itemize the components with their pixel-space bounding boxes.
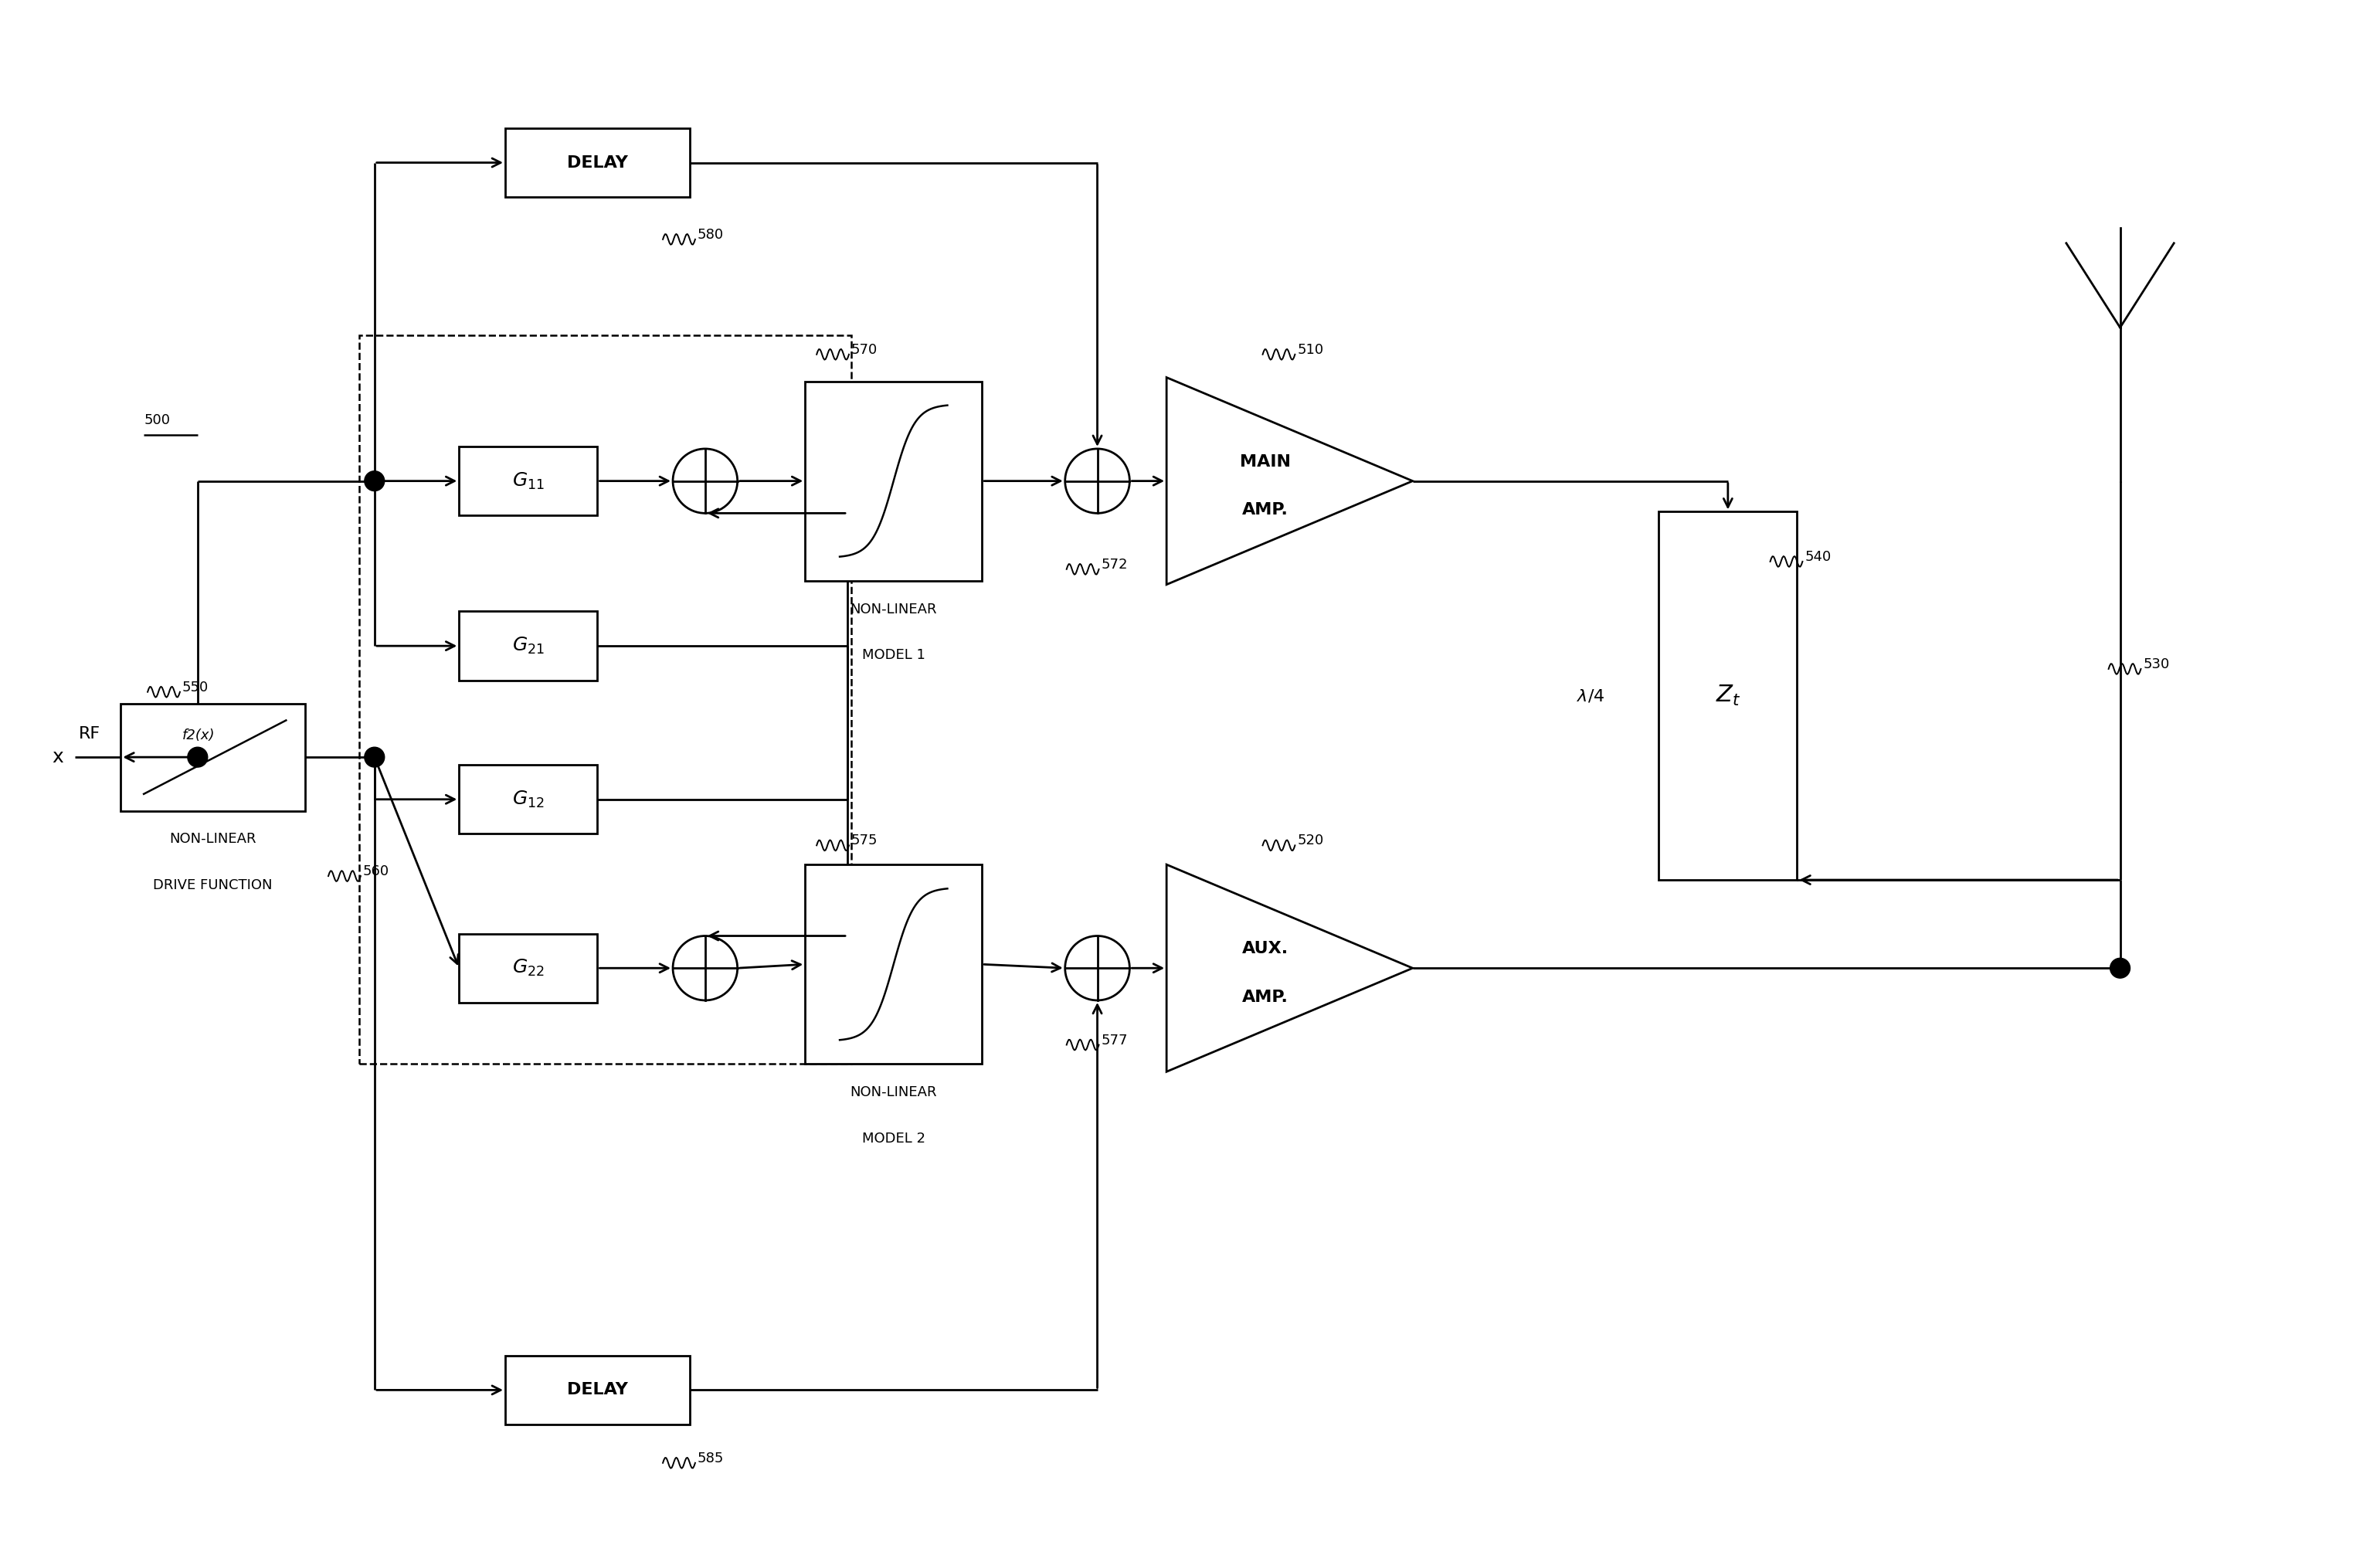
Text: 572: 572 xyxy=(1102,558,1128,572)
Text: 500: 500 xyxy=(143,414,169,428)
Text: 570: 570 xyxy=(852,343,878,357)
Text: x: x xyxy=(52,748,62,766)
Text: 577: 577 xyxy=(1102,1034,1128,1048)
Bar xyxy=(804,865,983,1065)
Text: DELAY: DELAY xyxy=(566,154,628,170)
Circle shape xyxy=(364,748,386,768)
Text: AUX.: AUX. xyxy=(1242,941,1288,956)
Text: 580: 580 xyxy=(697,227,724,241)
Text: 575: 575 xyxy=(852,834,878,848)
Text: NON-LINEAR: NON-LINEAR xyxy=(850,1086,938,1100)
Text: 550: 550 xyxy=(183,680,209,694)
Bar xyxy=(505,128,690,198)
Text: $G_{11}$: $G_{11}$ xyxy=(512,471,545,491)
Text: AMP.: AMP. xyxy=(1242,989,1288,1004)
Text: 530: 530 xyxy=(2142,658,2171,672)
Text: MODEL 1: MODEL 1 xyxy=(862,649,926,663)
Bar xyxy=(1659,511,1797,881)
Bar xyxy=(359,335,852,1065)
Text: $G_{22}$: $G_{22}$ xyxy=(512,958,545,978)
Bar xyxy=(121,703,305,811)
Text: $G_{21}$: $G_{21}$ xyxy=(512,637,545,657)
Text: $Z_t$: $Z_t$ xyxy=(1716,684,1740,708)
Text: f2(x): f2(x) xyxy=(181,729,214,743)
Text: NON-LINEAR: NON-LINEAR xyxy=(169,833,257,847)
Bar xyxy=(804,382,983,581)
Bar xyxy=(459,933,597,1003)
Circle shape xyxy=(188,748,207,768)
Bar xyxy=(459,612,597,680)
Text: $G_{12}$: $G_{12}$ xyxy=(512,789,545,810)
Text: MODEL 2: MODEL 2 xyxy=(862,1131,926,1145)
Circle shape xyxy=(2111,958,2130,978)
Bar xyxy=(505,1355,690,1424)
Text: DELAY: DELAY xyxy=(566,1383,628,1398)
Text: 540: 540 xyxy=(1804,550,1830,564)
Text: RF: RF xyxy=(79,726,100,742)
Text: 560: 560 xyxy=(362,865,390,879)
Text: 510: 510 xyxy=(1297,343,1323,357)
Bar xyxy=(459,447,597,516)
Text: 520: 520 xyxy=(1297,834,1323,848)
Text: $\lambda/4$: $\lambda/4$ xyxy=(1576,688,1604,705)
Circle shape xyxy=(364,471,386,491)
Text: AMP.: AMP. xyxy=(1242,502,1288,518)
Text: DRIVE FUNCTION: DRIVE FUNCTION xyxy=(152,879,274,893)
Text: MAIN: MAIN xyxy=(1240,454,1290,470)
Text: NON-LINEAR: NON-LINEAR xyxy=(850,603,938,616)
Bar xyxy=(459,765,597,834)
Text: 585: 585 xyxy=(697,1451,724,1465)
